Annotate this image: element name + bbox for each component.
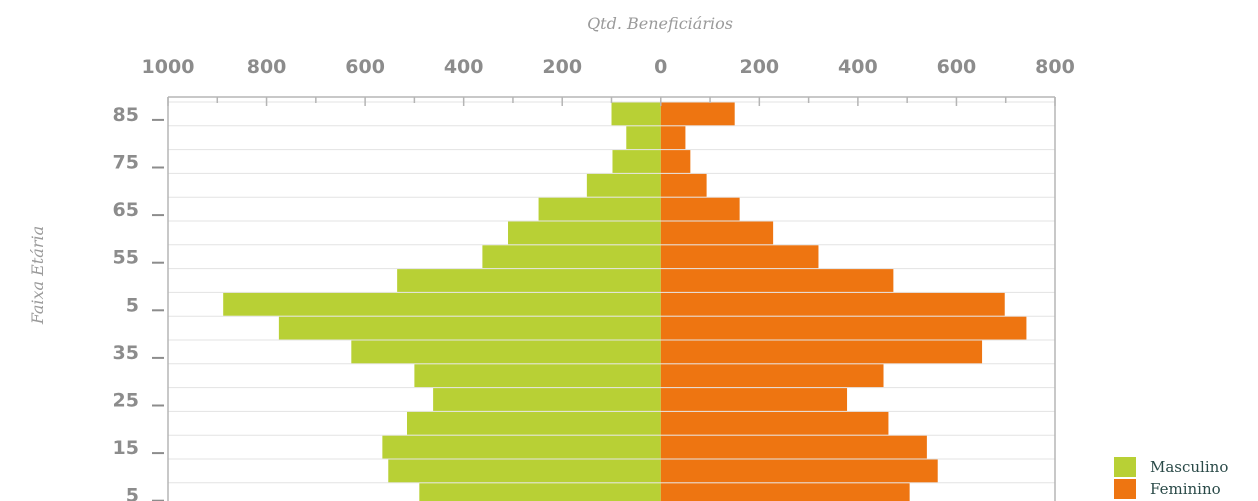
bar-feminino-0	[660, 102, 735, 126]
bar-feminino-2	[660, 150, 691, 173]
x-tick-label: 200	[542, 56, 582, 78]
bar-feminino-4	[660, 197, 740, 221]
bar-masculino-7	[397, 269, 661, 292]
bar-masculino-4	[538, 197, 661, 221]
bar-feminino-3	[660, 173, 707, 197]
y-tick-label: 65	[113, 199, 139, 221]
bar-feminino-12	[660, 388, 848, 411]
legend: Masculino Feminino	[1114, 456, 1228, 500]
y-tick-label: 75	[113, 152, 139, 174]
bar-feminino-14	[660, 435, 927, 459]
bar-masculino-11	[414, 364, 661, 388]
bar-masculino-0	[611, 102, 661, 126]
y-tick-label: 5	[126, 485, 139, 501]
x-tick-label: 0	[654, 56, 667, 78]
x-tick-label: 600	[937, 56, 977, 78]
bar-masculino-8	[223, 292, 661, 316]
legend-label-feminino: Feminino	[1150, 480, 1221, 498]
bar-layer	[223, 102, 1027, 501]
bar-feminino-16	[660, 483, 910, 501]
y-tick-label: 25	[113, 390, 139, 412]
grid-layer	[168, 101, 1055, 484]
bar-feminino-13	[660, 411, 889, 435]
y-tick-label: 85	[113, 104, 139, 126]
bar-masculino-15	[388, 459, 661, 483]
x-tick-label: 200	[739, 56, 779, 78]
bar-masculino-10	[351, 340, 661, 364]
bar-feminino-9	[660, 316, 1027, 340]
bar-masculino-3	[586, 173, 661, 197]
legend-item-masculino: Masculino	[1114, 456, 1228, 478]
bar-feminino-5	[660, 221, 774, 245]
legend-swatch-feminino	[1114, 479, 1136, 499]
axis-layer: 1000 800 600 400 200 0 200 400 600 80085756555535…	[113, 56, 1075, 501]
bar-masculino-14	[382, 435, 661, 459]
y-tick-label: 15	[113, 437, 139, 459]
bar-masculino-13	[406, 411, 661, 435]
bar-feminino-11	[660, 364, 884, 388]
bar-feminino-1	[660, 126, 686, 150]
x-axis-title: Qtd. Beneficiários	[587, 14, 733, 33]
x-tick-label: 400	[838, 56, 878, 78]
x-tick-label: 800	[1035, 56, 1075, 78]
x-tick-label: 1000	[142, 56, 195, 78]
y-tick-label: 55	[113, 247, 139, 269]
bar-masculino-2	[612, 150, 661, 173]
bar-feminino-8	[660, 292, 1005, 316]
legend-label-masculino: Masculino	[1150, 458, 1229, 476]
legend-swatch-masculino	[1114, 457, 1136, 477]
y-tick-label: 35	[113, 342, 139, 364]
bar-feminino-10	[660, 340, 983, 364]
bar-masculino-9	[278, 316, 661, 340]
x-tick-label: 400	[444, 56, 484, 78]
bar-masculino-1	[626, 126, 661, 150]
x-tick-label: 600	[345, 56, 385, 78]
bar-masculino-12	[433, 388, 661, 411]
bar-feminino-6	[660, 245, 819, 269]
bar-masculino-5	[508, 221, 661, 245]
bar-masculino-6	[482, 245, 661, 269]
bar-feminino-7	[660, 269, 894, 292]
legend-item-feminino: Feminino	[1114, 478, 1228, 500]
bar-masculino-16	[419, 483, 661, 501]
bar-feminino-15	[660, 459, 938, 483]
x-tick-label: 800	[247, 56, 287, 78]
y-tick-label: 5	[126, 294, 139, 316]
